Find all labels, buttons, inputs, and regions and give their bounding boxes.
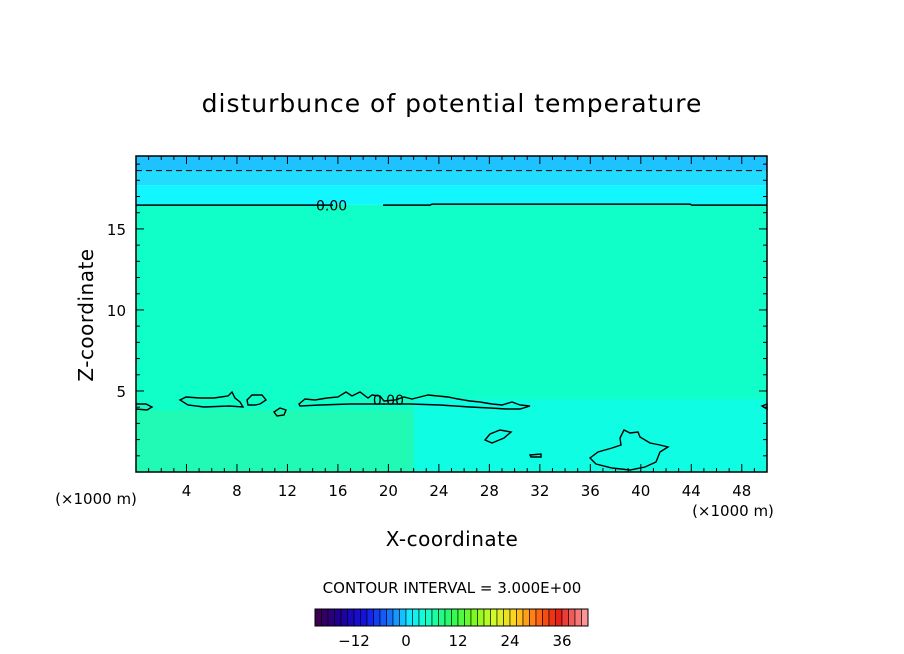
colorbar-segment [503,608,511,627]
contour-label: 0.00 [316,199,347,215]
contour-loop-8 [588,429,670,471]
contour-label: 0.00 [373,393,404,409]
chart-title: disturbunce of potential temperature [202,89,703,118]
contour-fill-negative-region [413,399,767,472]
colorbar-segment [509,608,517,627]
colorbar-segment [314,608,322,627]
colorbar-segment [470,608,478,627]
y-tick-label: 15 [107,221,126,239]
colorbar-segment [438,608,446,627]
x-unit-label-right: (×1000 m) [692,502,774,520]
contour-loop-1 [135,403,154,411]
contour-fill-band [136,170,767,186]
contour-loop-6 [483,429,513,444]
colorbar-segment [392,608,400,627]
colorbar-segment [373,608,381,627]
colorbar-segment [334,608,342,627]
colorbar-segment [399,608,407,627]
colorbar-segment [340,608,348,627]
y-axis-label: Z-coordinate [74,248,98,381]
colorbar-segment [360,608,368,627]
x-tick-label: 32 [530,482,549,500]
colorbar-segment [477,608,485,627]
colorbar-segment [386,608,394,627]
colorbar-segment [464,608,472,627]
colorbar-segment [574,608,582,627]
colorbar-tick-label: −12 [338,632,370,650]
colorbar-segment [451,608,459,627]
contour-fill-band [136,185,767,205]
colorbar-segment [457,608,465,627]
colorbar-segment [347,608,355,627]
x-tick-label: 40 [631,482,650,500]
colorbar-segment [327,608,335,627]
colorbar-segment [444,608,452,627]
colorbar-tick-label: 0 [401,632,411,650]
x-axis-label: X-coordinate [386,527,519,551]
colorbar-segment [542,608,550,627]
x-tick-label: 36 [581,482,600,500]
x-tick-label: 4 [182,482,192,500]
y-tick-label: 5 [116,383,126,401]
colorbar-tick-label: 36 [552,632,571,650]
colorbar-segment [379,608,387,627]
colorbar-segment [568,608,576,627]
x-tick-label: 20 [379,482,398,500]
colorbar-segment [366,608,374,627]
x-tick-label: 12 [278,482,297,500]
colorbar-segment [581,608,589,627]
colorbar-tick-label: 12 [448,632,467,650]
colorbar-segment [522,608,530,627]
colorbar-ticks: −12 0 12 24 36 [338,632,571,650]
colorbar-segment [412,608,420,627]
colorbar [314,608,589,627]
colorbar-segment [321,608,329,627]
x-tick-label: 16 [328,482,347,500]
contour-loop-2 [178,390,245,408]
colorbar-segment [561,608,569,627]
colorbar-segment [516,608,524,627]
colorbar-tick-label: 24 [500,632,519,650]
colorbar-segment [418,608,426,627]
x-unit-label-left: (×1000 m) [55,490,137,508]
contour-interval-label: CONTOUR INTERVAL = 3.000E+00 [323,579,582,597]
colorbar-segment [535,608,543,627]
contour-fill-band [136,156,767,171]
colorbar-segment [405,608,413,627]
x-tick-label: 44 [682,482,701,500]
colorbar-segment [490,608,498,627]
colorbar-segment [353,608,361,627]
colorbar-frame [314,608,589,627]
colorbar-segment [529,608,537,627]
colorbar-segment [483,608,491,627]
contour-labels: 0.00 0.00 [316,199,404,409]
contour-loop-4 [272,407,287,417]
colorbar-segment [431,608,439,627]
contour-lines [135,170,768,471]
contour-fill-positive-region [136,410,414,472]
contour-loop-7 [528,453,542,458]
colorbar-segment [425,608,433,627]
x-tick-label: 8 [232,482,242,500]
x-tick-label: 24 [429,482,448,500]
x-axis-ticks: 4 8 12 16 20 24 28 32 36 40 44 48 [135,156,768,500]
contour-fills [136,156,767,472]
colorbar-segment [555,608,563,627]
y-tick-label: 10 [107,302,126,320]
zero-contour-right [383,203,767,206]
y-axis-ticks: 5 10 15 [107,163,767,457]
colorbar-segment [548,608,556,627]
contour-loop-5 [298,391,531,410]
contour-loop-3 [246,394,268,406]
x-tick-label: 48 [732,482,751,500]
colorbar-segment [496,608,504,627]
x-tick-label: 28 [480,482,499,500]
